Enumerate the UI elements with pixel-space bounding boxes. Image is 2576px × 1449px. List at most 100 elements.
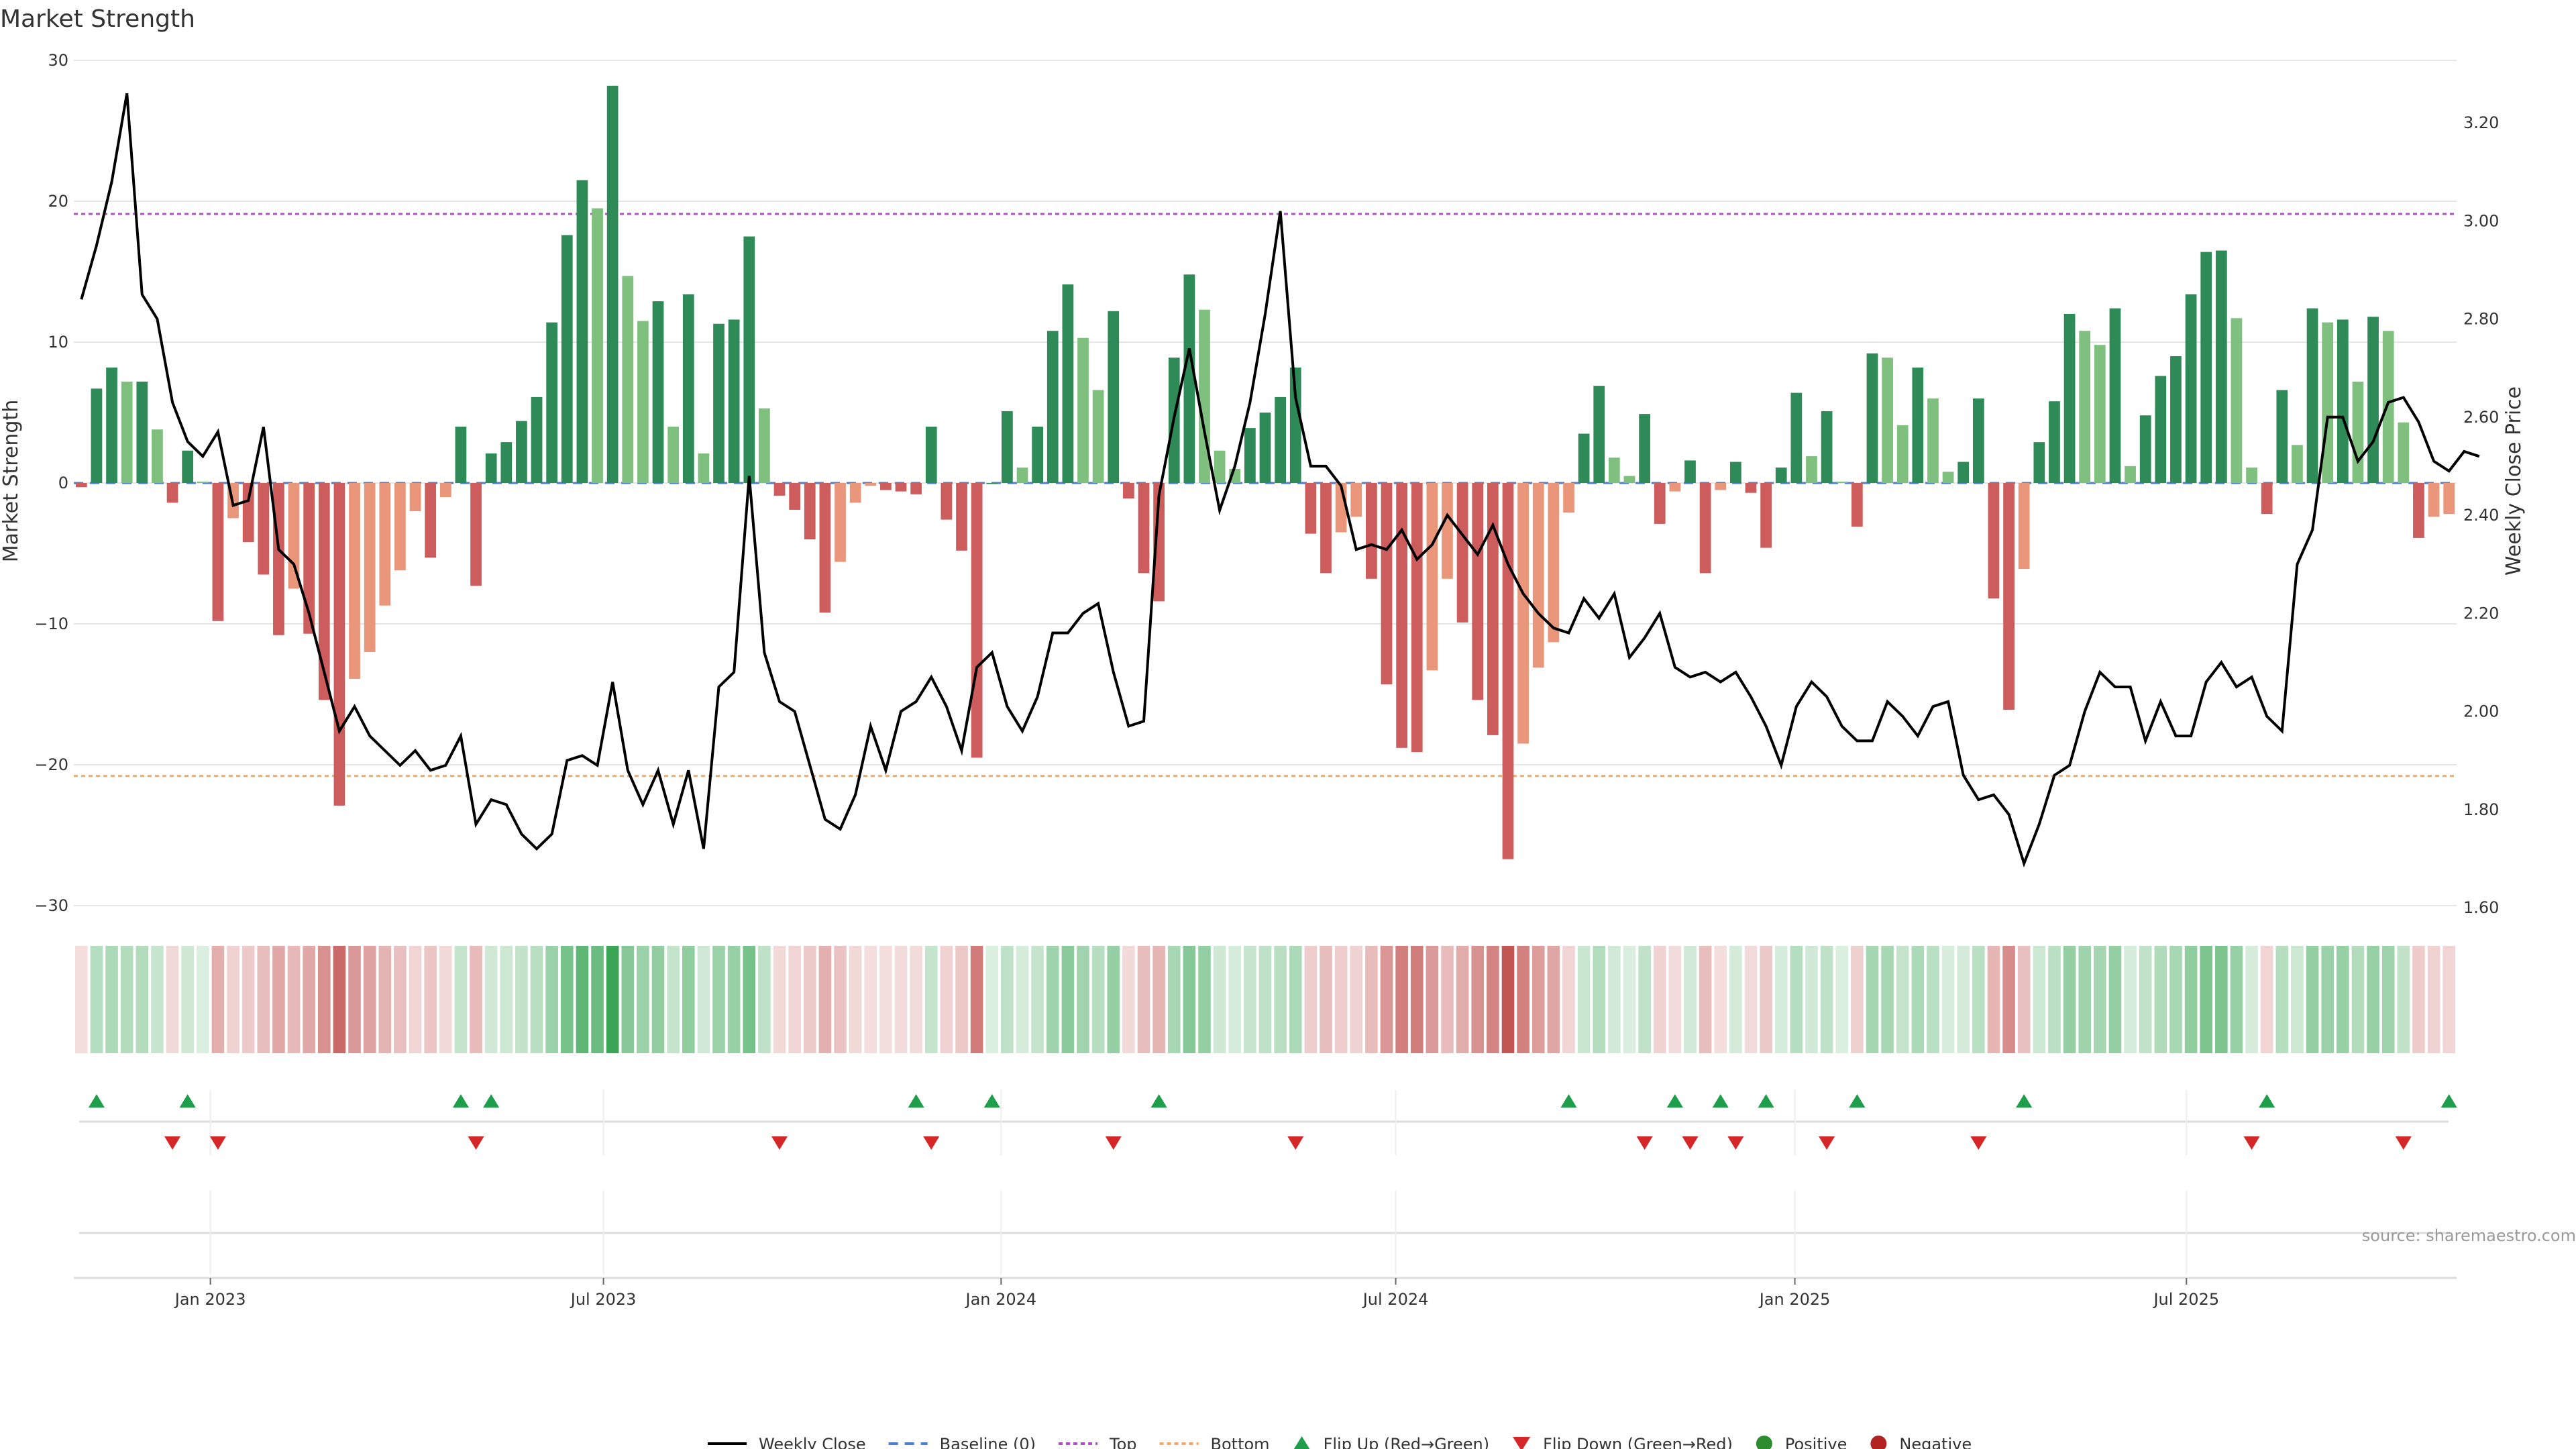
strength-bar — [622, 276, 634, 483]
strength-bar — [2428, 483, 2440, 517]
strength-bar — [1259, 413, 1271, 483]
strength-bar — [1942, 472, 1954, 483]
strength-bar — [379, 483, 391, 606]
strength-bar — [667, 427, 680, 483]
strength-bar — [2413, 483, 2424, 538]
strength-bar — [2155, 376, 2167, 483]
flip-down-marker — [164, 1136, 181, 1150]
heat-cell — [166, 946, 179, 1053]
strength-bar — [606, 85, 619, 484]
flip-down-marker — [2243, 1136, 2260, 1150]
heat-cell — [1365, 946, 1378, 1053]
strength-bar — [2337, 319, 2349, 483]
flip-down-marker — [771, 1136, 788, 1150]
strength-bar — [2018, 483, 2030, 570]
heat-cell — [2048, 946, 2061, 1053]
strength-bar — [849, 483, 861, 503]
strength-bar — [485, 453, 497, 483]
strength-bar — [1092, 390, 1104, 483]
legend-positive-dot — [1756, 1436, 1772, 1449]
strength-heat-strip — [75, 946, 2455, 1053]
legend-label: Positive — [1785, 1435, 1847, 1449]
strength-bar — [531, 396, 543, 483]
heat-cell — [2337, 946, 2349, 1053]
heat-cell — [90, 946, 103, 1053]
heat-cell — [1274, 946, 1287, 1053]
flip-down-marker — [923, 1136, 940, 1150]
strength-bar — [106, 367, 117, 483]
strength-bar — [713, 323, 724, 483]
strength-bar — [364, 483, 376, 652]
strength-bar — [1593, 386, 1605, 483]
strength-bar — [1608, 458, 1620, 483]
strength-bar — [2306, 308, 2318, 483]
strength-bar — [1289, 367, 1301, 483]
date-axis-ticks: Jan 2023 Jul 2023 Jan 2024 Jul 2024 Jan 2025… — [174, 1278, 2219, 1309]
strength-bar — [91, 388, 103, 483]
heat-cell — [621, 946, 635, 1053]
legend-label: Baseline (0) — [940, 1435, 1036, 1449]
strength-bar — [1381, 483, 1393, 685]
strength-bar — [546, 322, 558, 483]
strength-bar — [500, 442, 513, 483]
heat-cell — [2184, 946, 2198, 1053]
heat-cell — [1866, 946, 1879, 1053]
left-tick-label: 30 — [48, 51, 68, 70]
left-tick-label: 20 — [48, 192, 68, 211]
strength-bar — [2003, 483, 2015, 710]
heat-cell — [303, 946, 315, 1053]
legend-item-bottom: Bottom — [1159, 1435, 1270, 1449]
strength-bar — [75, 483, 87, 488]
heat-cell — [1714, 946, 1727, 1053]
strength-bar — [1699, 483, 1711, 574]
heat-cell — [970, 946, 983, 1053]
heat-cell — [1167, 946, 1181, 1053]
heat-cell — [1941, 946, 1955, 1053]
strength-bar — [986, 483, 998, 484]
legend-label: Flip Up (Red→Green) — [1324, 1435, 1490, 1449]
heat-cell — [591, 946, 604, 1053]
strength-bar — [1957, 462, 1970, 483]
flip-down-marker — [1287, 1136, 1304, 1150]
strength-bar — [2276, 390, 2288, 483]
heat-cell — [560, 946, 574, 1053]
source-note: source: sharemaestro.com — [2362, 1226, 2576, 1245]
strength-bar — [2170, 356, 2182, 483]
heat-cell — [500, 946, 513, 1053]
date-tick-label: Jan 2024 — [964, 1290, 1036, 1309]
strength-bar — [1851, 483, 1863, 527]
heat-cell — [2427, 946, 2440, 1053]
flip-down-marker — [1636, 1136, 1653, 1150]
flip-up-marker — [1560, 1094, 1577, 1108]
heat-cell — [2154, 946, 2167, 1053]
heat-cell — [241, 946, 255, 1053]
date-tick-label: Jul 2024 — [1362, 1290, 1429, 1309]
strength-bar — [1669, 483, 1681, 492]
left-tick-label: 0 — [58, 474, 68, 492]
strength-bar — [637, 321, 649, 483]
strength-bar — [409, 483, 421, 511]
strength-bar — [1183, 274, 1195, 483]
strength-bar — [1836, 481, 1848, 483]
heat-cell — [940, 946, 953, 1053]
heat-cell — [1487, 946, 1499, 1053]
strength-bar — [1563, 483, 1574, 513]
heat-cell — [1289, 946, 1302, 1053]
right-tick-label: 2.80 — [2463, 310, 2499, 329]
heat-cell — [727, 946, 741, 1053]
lower-panel — [74, 1191, 2457, 1279]
flip-up-marker — [1150, 1094, 1167, 1108]
right-tick-label: 2.60 — [2463, 408, 2499, 427]
strength-bar — [1548, 483, 1560, 643]
heat-cell — [1320, 946, 1332, 1053]
strength-bar — [470, 483, 482, 586]
right-tick-label: 3.00 — [2463, 211, 2499, 230]
left-tick-label: −10 — [34, 614, 68, 633]
strength-bar — [2443, 483, 2455, 515]
heat-cell — [2367, 946, 2379, 1053]
left-axis-ticks: 30 20 10 0 −10 −20 −30 — [34, 51, 68, 915]
strength-bar — [789, 483, 801, 510]
heat-cell — [985, 946, 999, 1053]
heat-cell — [272, 946, 285, 1053]
heat-cell — [409, 946, 422, 1053]
